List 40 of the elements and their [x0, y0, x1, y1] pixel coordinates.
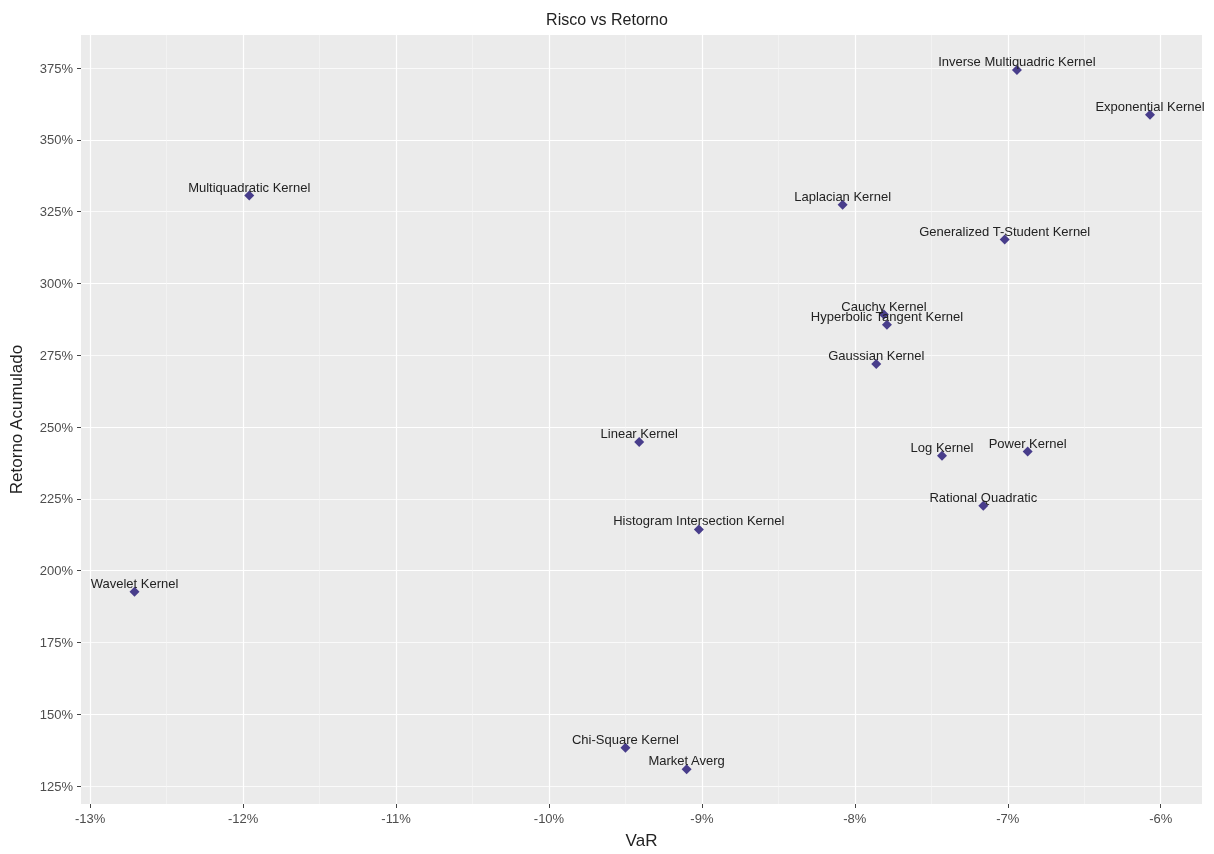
x-tick-label: -6%	[1149, 811, 1173, 826]
y-tick-label: 150%	[39, 706, 74, 722]
annotation: Generalized T-Student Kernel	[919, 223, 1091, 239]
annotation: Histogram Intersection Kernel	[613, 513, 785, 529]
x-tick-label: -7%	[996, 811, 1020, 826]
y-axis-title: Retorno Acumulado	[7, 344, 26, 495]
annotation: Log Kernel	[910, 439, 974, 455]
y-tick-label: 200%	[39, 563, 74, 579]
x-tick-label: -11%	[381, 811, 412, 826]
annotation: Market Averg	[648, 753, 725, 769]
x-tick-label: -10%	[533, 811, 565, 826]
annotation: Inverse Multiquadric Kernel	[938, 54, 1096, 70]
point	[634, 437, 645, 448]
y-tick-label: 225%	[39, 491, 74, 507]
y-tick-label: 350%	[39, 132, 74, 148]
y-tick-label: 300%	[39, 275, 74, 291]
y-tick-label: 175%	[39, 635, 74, 651]
chart-title: Risco vs Retorno	[546, 10, 669, 28]
y-tick-label: 325%	[39, 204, 74, 220]
annotation: Exponential Kernel	[1095, 98, 1205, 114]
annotation: Rational Quadratic	[929, 489, 1038, 505]
annotation: Chi-Square Kernel	[571, 731, 680, 747]
annotation: Cauchy Kernel	[841, 298, 927, 314]
point	[681, 764, 692, 775]
annotation: Laplacian Kernel	[794, 188, 892, 204]
y-tick-label: 375%	[39, 60, 74, 76]
annotation: Power Kernel	[988, 435, 1067, 451]
y-tick-label: 250%	[39, 419, 74, 435]
annotation: Wavelet Kernel	[90, 575, 179, 591]
point	[693, 524, 704, 535]
annotation: Multiquadratic Kernel	[188, 179, 311, 195]
x-tick-label: -9%	[690, 811, 714, 826]
x-axis-title: VaR	[625, 831, 658, 850]
x-tick-label: -8%	[843, 811, 867, 826]
annotation: Linear Kernel	[600, 426, 678, 442]
x-tick-label: -13%	[75, 811, 106, 826]
y-tick-label: 125%	[39, 778, 74, 794]
x-tick-label: -12%	[227, 811, 259, 826]
y-tick-label: 275%	[39, 347, 74, 363]
annotation: Gaussian Kernel	[828, 347, 925, 363]
